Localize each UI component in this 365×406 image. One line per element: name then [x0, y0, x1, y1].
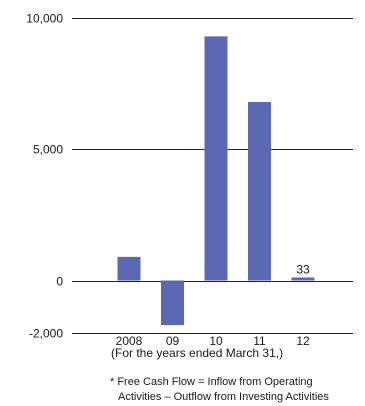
y-tick-label-1: 5,000 — [33, 143, 63, 157]
labels: 10,000 5,000 0 -2,000 2008 09 10 11 12 33 — [26, 12, 310, 349]
bar-11 — [248, 102, 271, 281]
x-tick-label-11: 11 — [253, 334, 266, 348]
gridlines — [72, 18, 353, 334]
footnote-line-1: * Free Cash Flow = Inflow from Operating — [110, 376, 313, 388]
bar-09 — [161, 280, 184, 326]
bar-10 — [204, 36, 228, 281]
bars — [117, 36, 315, 326]
footnote-line-2: Activities – Outflow from Investing Acti… — [118, 391, 329, 403]
bar-12 — [291, 277, 315, 281]
x-tick-label-2008: 2008 — [116, 334, 143, 348]
data-label-12: 33 — [296, 263, 310, 277]
y-tick-label-0: 10,000 — [26, 12, 63, 26]
period-note: (For the years ended March 31,) — [111, 346, 284, 360]
x-tick-label-12: 12 — [296, 334, 310, 348]
y-tick-label-3: -2,000 — [29, 327, 63, 341]
bar-2008 — [117, 256, 141, 281]
x-tick-label-10: 10 — [209, 334, 223, 348]
y-tick-label-2: 0 — [56, 275, 63, 289]
x-tick-label-09: 09 — [166, 334, 180, 348]
